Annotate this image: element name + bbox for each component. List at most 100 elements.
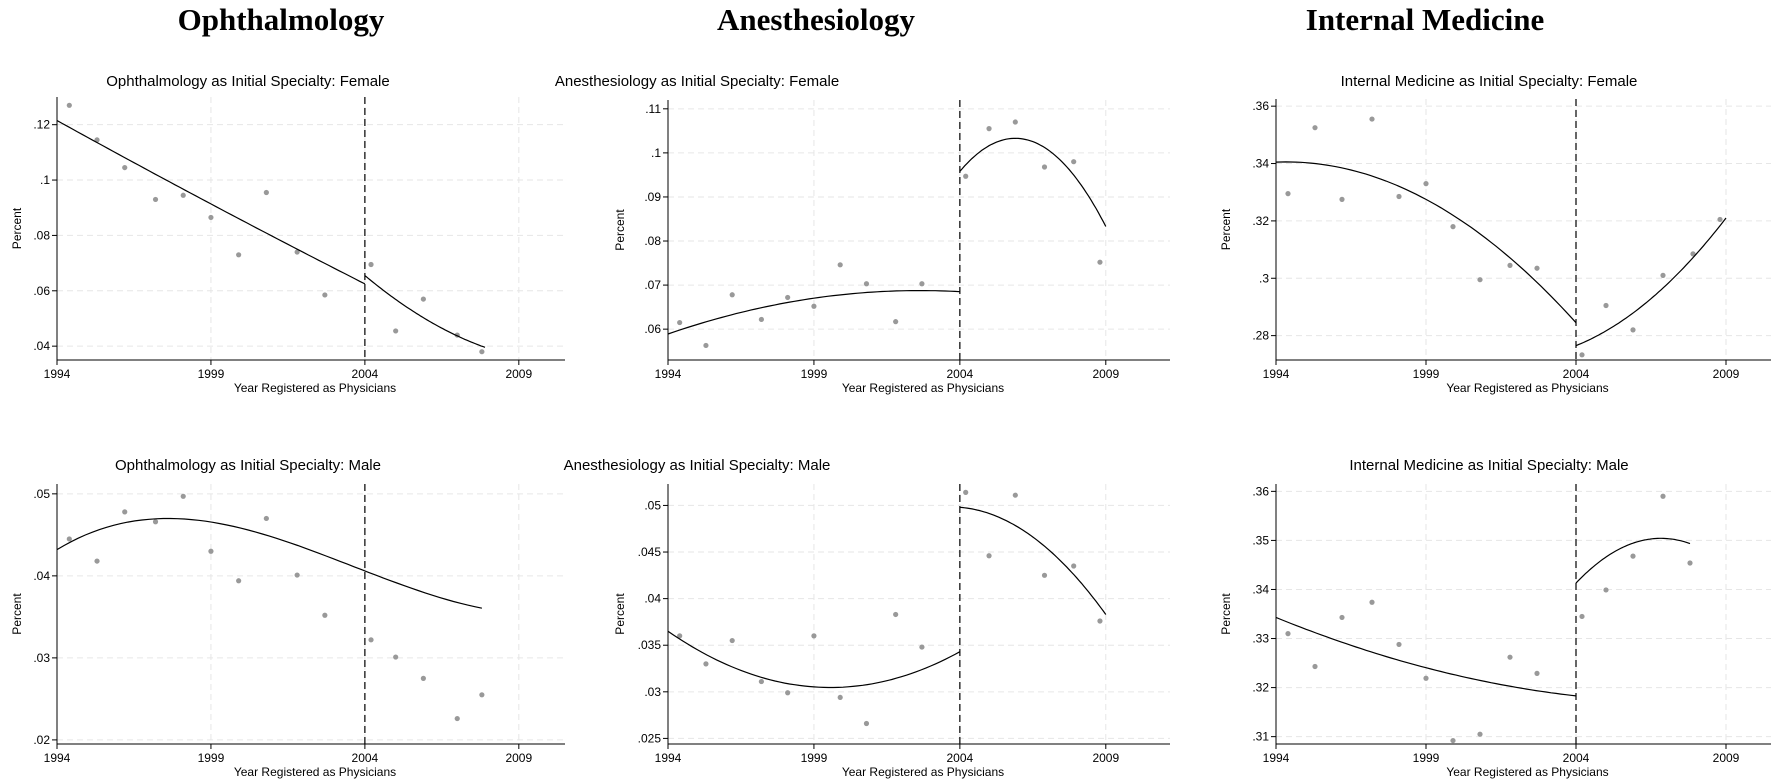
chart3-y-tick-label: .32 [1252, 214, 1269, 228]
chart1-data-point [152, 196, 159, 203]
chart6-y-tick-label: .33 [1252, 632, 1269, 646]
chart5-data-point [837, 694, 843, 701]
chart5-data-point [1012, 492, 1018, 498]
chart4-x-tick-label: 1999 [198, 751, 225, 765]
chart1-y-axis-label: Percent [10, 207, 24, 249]
chart4-y-axis-label: Percent [10, 593, 24, 635]
chart1-data-point [368, 261, 374, 268]
chart6-fit-curve [1575, 537, 1691, 584]
chart4-data-point [368, 637, 374, 643]
chart4-y-tick-label: .02 [33, 733, 50, 747]
chart3-data-point [1603, 302, 1609, 309]
chart2-fit-curve [959, 137, 1107, 227]
chart3-data-point [1339, 196, 1345, 202]
chart1-x-tick-label: 2009 [505, 367, 532, 381]
chart3-x-tick-label: 1994 [1263, 367, 1290, 381]
chart3-y-tick-label: .28 [1252, 329, 1269, 343]
chart5-x-tick-label: 2004 [947, 751, 974, 765]
chart5-y-axis-label: Percent [613, 593, 627, 635]
chart5-data-point [1041, 572, 1048, 578]
chart2-y-tick-label: .1 [651, 146, 661, 160]
chart5-x-tick-label: 1994 [655, 751, 682, 765]
chart3-x-axis-label: Year Registered as Physicians [1446, 381, 1608, 395]
chart2-y-tick-label: .08 [644, 234, 661, 248]
chart5-x-tick-label: 1999 [801, 751, 828, 765]
chart2-y-tick-label: .07 [644, 278, 661, 292]
chart2-x-tick-label: 2009 [1092, 367, 1119, 381]
chart6-x-tick-label: 1994 [1263, 751, 1290, 765]
chart5-data-point [677, 633, 683, 639]
chart2-data-point [1041, 164, 1048, 170]
chart3-title: Internal Medicine as Initial Specialty: … [1341, 73, 1638, 90]
chart6-y-tick-label: .31 [1252, 730, 1269, 744]
chart5-data-point [811, 633, 817, 639]
chart3-data-point [1312, 125, 1318, 131]
chart3-data-point [1507, 262, 1513, 268]
chart4-data-point [420, 675, 426, 681]
chart1-y-tick-label: .04 [33, 339, 50, 353]
chart5-data-point [919, 644, 925, 650]
chart2-data-point [785, 294, 791, 301]
chart6-data-point [1423, 675, 1429, 681]
chart2-x-tick-label: 2004 [947, 367, 974, 381]
chart6-title: Internal Medicine as Initial Specialty: … [1349, 457, 1628, 474]
chart1-data-point [393, 328, 399, 334]
chart2-data-point [1012, 119, 1018, 125]
chart5-data-point [986, 553, 992, 559]
chart4-x-tick-label: 1994 [44, 751, 71, 765]
chart4-data-point [393, 654, 399, 660]
chart3-data-point [1630, 327, 1636, 333]
chart4-x-axis-label: Year Registered as Physicians [234, 765, 396, 779]
chart4-fit-curve [56, 517, 483, 609]
chart3-data-point [1396, 193, 1402, 200]
chart3-data-point [1423, 181, 1429, 187]
chart4-x-tick-label: 2009 [505, 751, 532, 765]
chart5-y-tick-label: .03 [644, 685, 661, 699]
column-title-anesthesiology: Anesthesiology [716, 2, 916, 37]
chart5-y-tick-label: .05 [644, 498, 661, 512]
chart6-data-point [1369, 599, 1375, 605]
chart6-y-tick-label: .34 [1252, 582, 1269, 596]
chart1-y-tick-label: .06 [33, 284, 50, 298]
chart5-data-point [963, 489, 969, 495]
column-title-internal-medicine: Internal Medicine [1305, 2, 1545, 37]
chart2-x-tick-label: 1994 [655, 367, 682, 381]
chart2-data-point [863, 281, 870, 287]
chart5-y-tick-label: .04 [644, 592, 661, 606]
chart2-y-axis-label: Percent [613, 209, 627, 251]
chart1-data-point [122, 164, 128, 171]
chart6-data-point [1285, 631, 1291, 637]
chart5-x-tick-label: 2009 [1092, 751, 1119, 765]
chart3-x-tick-label: 1999 [1413, 367, 1440, 381]
chart3-data-point [1369, 116, 1375, 122]
chart1-y-tick-label: .1 [40, 173, 50, 187]
column-title-ophthalmology: Ophthalmology [177, 2, 385, 37]
chart6-x-tick-label: 1999 [1413, 751, 1440, 765]
chart3-data-point [1534, 265, 1540, 271]
chart4-data-point [294, 572, 300, 578]
chart3-y-axis-label: Percent [1219, 208, 1233, 250]
chart6-x-tick-label: 2009 [1713, 751, 1740, 765]
chart5-data-point [1097, 618, 1103, 624]
chart5-title: Anesthesiology as Initial Specialty: Mal… [564, 457, 831, 474]
chart5-fit-curve [667, 630, 961, 689]
chart1-data-point [263, 189, 269, 196]
chart3-data-point [1579, 352, 1585, 358]
chart5-data-point [758, 678, 764, 685]
chart3-data-point [1285, 191, 1291, 197]
chart4-data-point [479, 692, 485, 698]
chart2-data-point [837, 262, 843, 268]
chart1-y-tick-label: .12 [33, 118, 50, 132]
chart5-data-point [1071, 563, 1077, 569]
chart2-data-point [758, 316, 764, 323]
chart2-x-axis-label: Year Registered as Physicians [842, 381, 1004, 395]
chart1-x-tick-label: 1994 [44, 367, 71, 381]
chart5-data-point [893, 611, 899, 618]
chart1-data-point [322, 292, 328, 298]
chart6-data-point [1687, 560, 1693, 566]
chart6-data-point [1312, 663, 1318, 670]
chart1-data-point [180, 192, 186, 198]
chart6-data-point [1534, 670, 1540, 676]
chart4-data-point [66, 536, 72, 542]
